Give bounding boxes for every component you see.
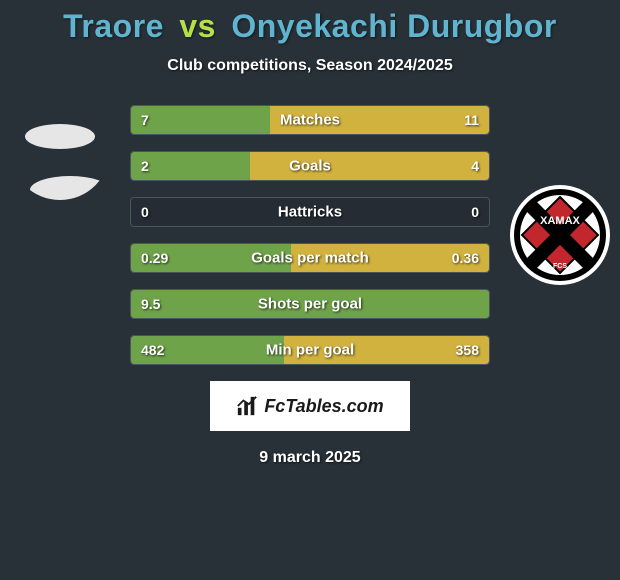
stat-value-right: 4 [471, 158, 479, 174]
chart-icon [236, 395, 258, 417]
stat-row: 0Hattricks0 [130, 197, 490, 227]
stat-row: 482Min per goal358 [130, 335, 490, 365]
player1-name: Traore [63, 8, 164, 44]
footer-date: 9 march 2025 [0, 449, 620, 467]
stat-bars: 7Matches11 2Goals4 0Hattricks0 0.29Goals pe… [130, 105, 490, 365]
xamax-badge-icon: XAMAX FCS [510, 185, 610, 285]
stat-row: 9.5Shots per goal [130, 289, 490, 319]
svg-text:FCS: FCS [553, 263, 567, 270]
stat-label: Hattricks [131, 204, 489, 221]
stat-value-right: 11 [464, 112, 479, 128]
stat-value-right: 0.36 [452, 250, 479, 266]
comparison-title: Traore vs Onyekachi Durugbor [0, 0, 620, 45]
subtitle: Club competitions, Season 2024/2025 [0, 57, 620, 75]
stat-row: 0.29Goals per match0.36 [130, 243, 490, 273]
svg-text:XAMAX: XAMAX [540, 215, 580, 227]
stat-row: 7Matches11 [130, 105, 490, 135]
stat-label: Matches [131, 112, 489, 129]
stat-value-right: 0 [471, 204, 479, 220]
source-brand: FcTables.com [264, 396, 383, 417]
stat-row: 2Goals4 [130, 151, 490, 181]
player1-avatar [10, 100, 110, 200]
player1-placeholder-icon [10, 100, 110, 200]
source-badge: FcTables.com [210, 381, 410, 431]
stat-label: Shots per goal [131, 296, 489, 313]
stat-label: Goals per match [131, 250, 489, 267]
player2-club-badge: XAMAX FCS [510, 185, 610, 285]
vs-text: vs [179, 8, 216, 44]
stat-label: Goals [131, 158, 489, 175]
stat-value-right: 358 [456, 342, 479, 358]
stat-label: Min per goal [131, 342, 489, 359]
player2-name: Onyekachi Durugbor [231, 8, 557, 44]
